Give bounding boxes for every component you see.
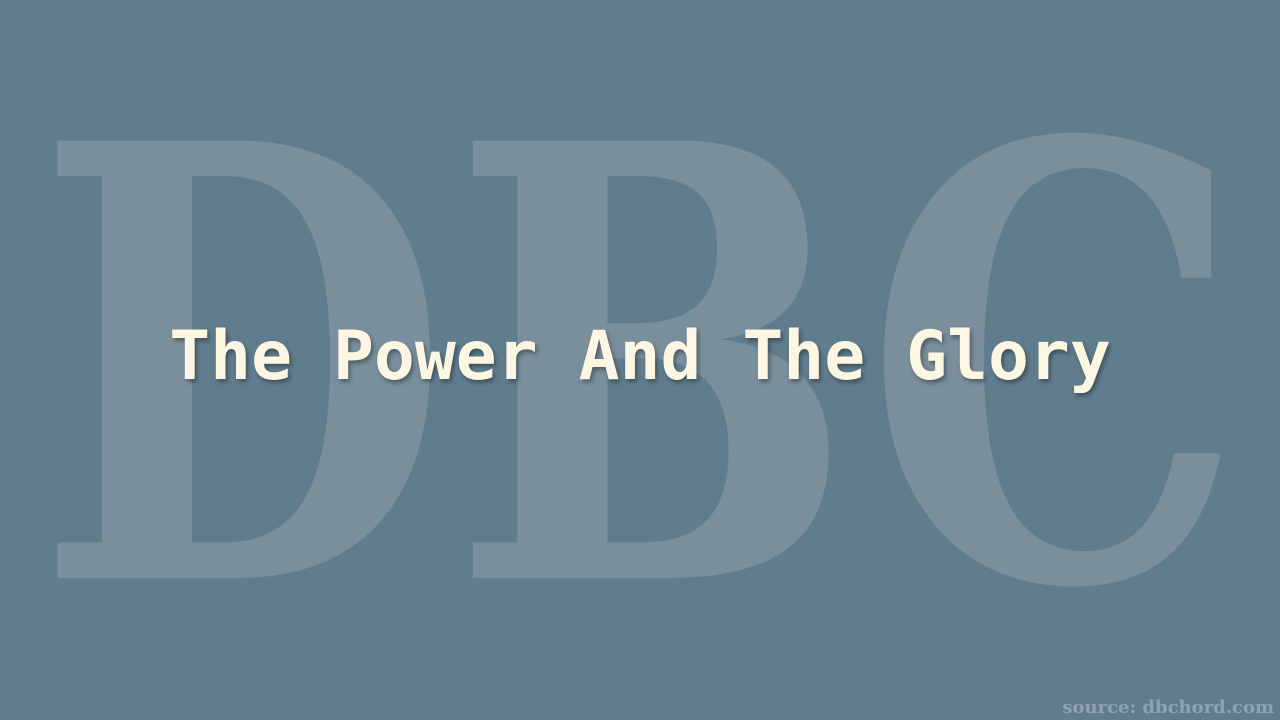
source-credit: source: dbchord.com (1062, 697, 1274, 718)
song-title: The Power And The Glory (169, 317, 1111, 396)
